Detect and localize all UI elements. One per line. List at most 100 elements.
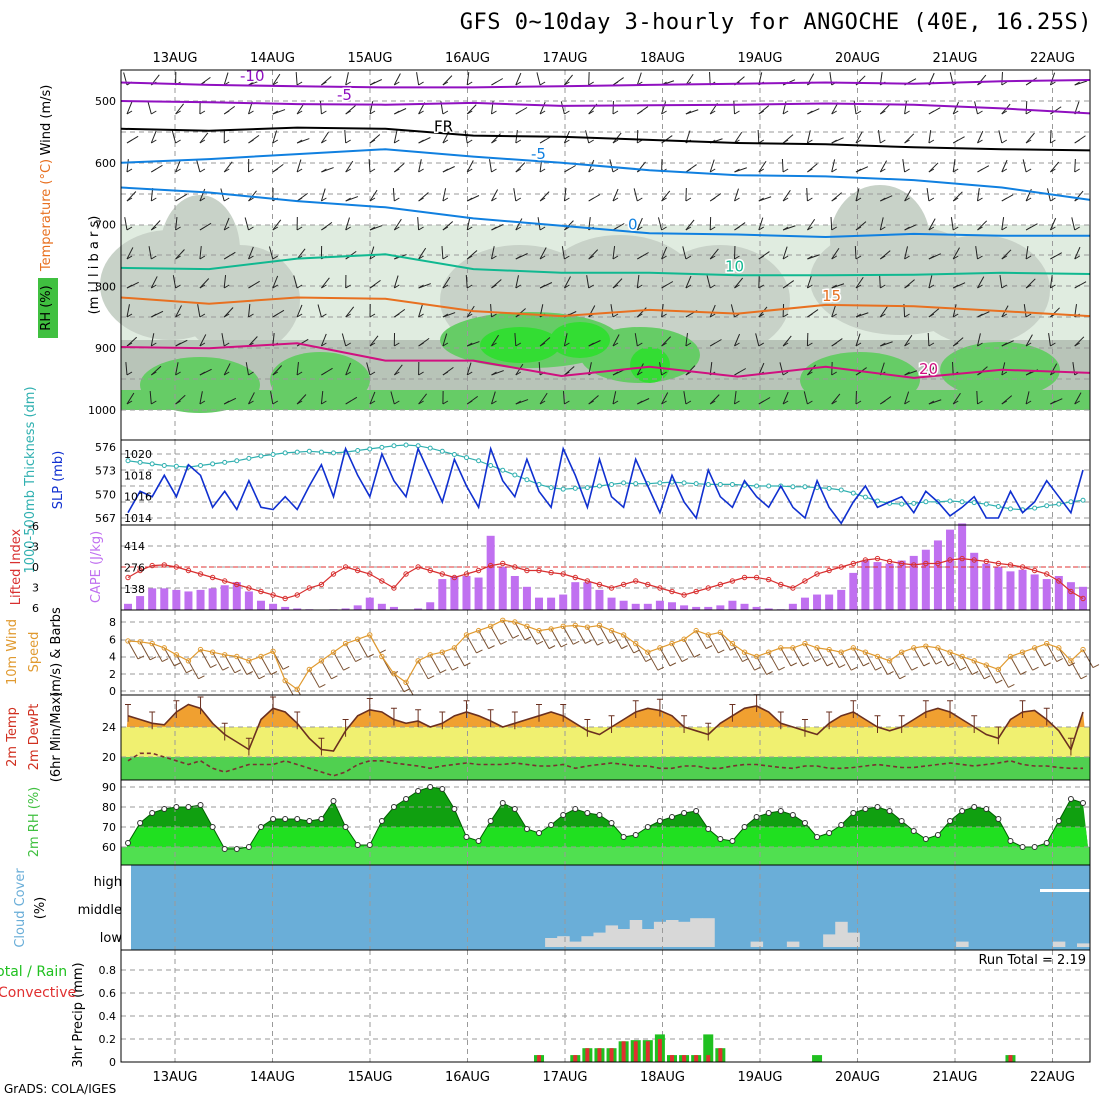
cape-bar (595, 589, 604, 610)
isotherm (120, 148, 1091, 201)
cloud-low-bar (750, 941, 764, 947)
wind-speed-marker (524, 623, 530, 630)
wind-barb-flag (442, 371, 449, 376)
rh-marker (221, 846, 228, 852)
wind-barb (904, 133, 915, 144)
wind-barb (268, 246, 274, 260)
surface-barb-flag (282, 665, 290, 670)
rh-marker (789, 812, 796, 818)
wind-speed-marker (874, 653, 881, 660)
wind-barb-flag (880, 226, 886, 231)
surface-barb-flag (246, 671, 254, 675)
wind-barb-flag (1025, 313, 1032, 318)
cape-bar (740, 603, 749, 610)
rh-marker (959, 808, 966, 814)
wind-barb (855, 131, 863, 144)
cape-bar (813, 594, 822, 610)
thickness-marker (621, 480, 627, 486)
wind-barb-flag (734, 168, 740, 173)
wind-speed-marker (500, 617, 506, 623)
wind-barb-flag (296, 81, 303, 86)
wind-barb (612, 188, 619, 202)
rh-marker (282, 816, 289, 822)
wind-barb (952, 392, 961, 405)
wind-barb-flag (223, 400, 230, 405)
wind-barb-flag (199, 168, 206, 173)
wind-barb (755, 333, 760, 347)
thickness-marker (367, 446, 373, 452)
y-tick-label: 500 (95, 95, 116, 108)
wind-speed-marker (161, 645, 167, 651)
wind-barb (244, 217, 249, 231)
wind-barb-flag (928, 168, 935, 173)
cape-bar (619, 600, 628, 610)
wind-barb (1049, 275, 1053, 289)
precip-axis-label: 3hr Precip (mm) (71, 962, 86, 1067)
precip-legend-rain: Total / Rain (0, 964, 67, 980)
lifted-index-marker (1007, 562, 1014, 568)
surface-barb-flag (427, 675, 435, 680)
wind-barb-flag (466, 81, 473, 86)
wind-barb-flag (539, 226, 546, 231)
lifted-index-marker (161, 562, 167, 568)
wind-barb (854, 245, 857, 260)
wind-barb (782, 335, 792, 347)
wind-barb-flag (248, 313, 254, 318)
wind-barb-flag (248, 284, 254, 289)
wind-barb (126, 304, 130, 318)
wind-barb-flag (807, 139, 813, 144)
wind-barb (344, 129, 347, 144)
surface-barb (574, 625, 586, 644)
wind-barb-flag (709, 313, 716, 318)
date-label-top: 20AUG (835, 51, 880, 66)
wind-barb-flag (1050, 139, 1056, 144)
wind-barb-flag (175, 371, 181, 376)
wind-barb-flag (588, 110, 594, 115)
wind-label-1: 10m Wind (5, 619, 20, 685)
cape-bar (148, 588, 157, 610)
wind-speed-marker (379, 653, 385, 660)
wind-speed-marker (1019, 649, 1026, 655)
rh-cell-saturated (630, 347, 670, 383)
surface-barb (1010, 656, 1021, 675)
wind-barb-flag (223, 342, 230, 347)
wind-barb (317, 304, 322, 318)
wind-barb-flag (782, 110, 789, 115)
rh-marker (826, 830, 833, 836)
rh-shading (100, 185, 1090, 413)
wind-barb (199, 246, 202, 260)
thickness-marker (959, 499, 965, 505)
wind-barb (491, 189, 499, 202)
rh-marker (390, 804, 397, 810)
date-label-bottom: 15AUG (347, 1070, 392, 1085)
surface-barb-flag (693, 653, 701, 658)
thickness-marker (705, 481, 711, 487)
wind-barb-flag (1074, 139, 1080, 144)
wind-speed-marker (246, 658, 252, 664)
rh2m-label: 2m RH (%) (27, 787, 42, 858)
wind-barb (1074, 392, 1082, 405)
wind-barb-flag (491, 400, 497, 405)
wind-barb-flag (758, 400, 765, 405)
thickness-marker (995, 504, 1001, 510)
wind-speed-marker (959, 653, 965, 660)
date-label-top: 21AUG (932, 51, 977, 66)
surface-barb-flag (935, 660, 943, 665)
thickness-marker (947, 498, 953, 504)
wind-barb (952, 191, 963, 202)
wind-barb-flag (345, 284, 351, 289)
wind-barb-flag (515, 110, 522, 115)
rh-marker (185, 804, 192, 810)
wind-barb-flag (977, 342, 983, 347)
wind-barb-flag (394, 313, 400, 318)
cape-bar (680, 605, 689, 610)
wind-speed-marker (222, 652, 228, 658)
rh-marker (161, 806, 168, 812)
cape-bar (124, 603, 132, 610)
surface-barb (188, 660, 199, 680)
wind-barb-flag (515, 371, 522, 376)
surface-barb (1082, 649, 1094, 668)
wind-barb (442, 188, 447, 202)
wind-barb-flag (564, 81, 570, 86)
thickness-marker (198, 463, 204, 469)
